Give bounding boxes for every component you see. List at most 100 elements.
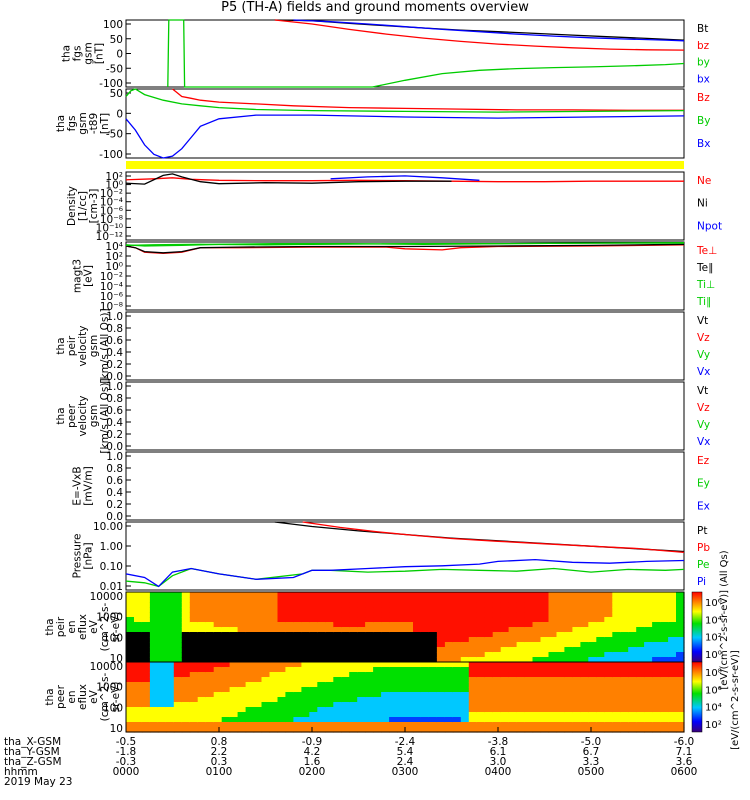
spectrogram-cell: [261, 677, 271, 683]
spectrogram-cell: [173, 622, 183, 628]
spectrogram-cell: [253, 722, 263, 728]
spectrogram-cell: [389, 692, 398, 698]
spectrogram-cell: [460, 692, 470, 698]
spectrogram-cell: [213, 637, 223, 643]
spectrogram-cell: [452, 597, 462, 603]
y-tick-label: 0: [116, 108, 123, 120]
y-axis-label: en: [66, 620, 78, 633]
spectrogram-cell: [221, 717, 231, 723]
spectrogram-cell: [229, 627, 239, 633]
spectrogram-cell: [668, 637, 677, 643]
spectrogram-cell: [381, 622, 390, 628]
spectrogram-cell: [381, 657, 390, 663]
spectrogram-cell: [341, 602, 350, 608]
spectrogram-cell: [620, 632, 629, 638]
spectrogram-cell: [628, 667, 637, 673]
spectrogram-cell: [660, 707, 669, 713]
spectrogram-cell: [668, 607, 677, 613]
spectrogram-cell: [221, 637, 231, 643]
spectrogram-cell: [540, 677, 550, 683]
spectrogram-cell: [444, 622, 454, 628]
spectrogram-cell: [397, 622, 406, 628]
spectrogram-cell: [660, 682, 669, 688]
spectrogram-cell: [596, 662, 605, 668]
spectrogram-cell: [644, 692, 653, 698]
spectrogram-cell: [460, 627, 470, 633]
legend-bz: bz: [697, 40, 710, 52]
spectrogram-cell: [333, 717, 342, 723]
spectrogram-cell: [452, 652, 462, 658]
spectrogram-cell: [428, 677, 438, 683]
spectrogram-cell: [333, 602, 342, 608]
spectrogram-cell: [269, 622, 279, 628]
spectrogram-cell: [269, 647, 279, 653]
spectrogram-cell: [189, 652, 199, 658]
spectrogram-cell: [420, 662, 430, 668]
spectrogram-cell: [636, 722, 645, 728]
spectrogram-cell: [428, 687, 438, 693]
spectrogram-cell: [572, 727, 581, 733]
spectrogram-cell: [134, 687, 143, 693]
spectrogram-cell: [173, 692, 183, 698]
spectrogram-cell: [269, 682, 279, 688]
spectrogram-cell: [126, 667, 135, 673]
spectrogram-cell: [524, 672, 534, 678]
spectrogram-cell: [277, 727, 287, 733]
y-tick-label: 10.00: [93, 521, 123, 533]
spectrogram-cell: [229, 642, 239, 648]
spectrogram-cell: [397, 707, 406, 713]
spectrogram-cell: [261, 597, 271, 603]
spectrogram-cell: [580, 677, 589, 683]
colorbar-tick-label: 10²: [705, 720, 722, 731]
spectrogram-cell: [532, 637, 542, 643]
spectrogram-cell: [237, 652, 247, 658]
x-tick-label: 2.2: [211, 746, 228, 758]
y-axis-label: eflux: [77, 684, 89, 710]
spectrogram-cell: [436, 702, 446, 708]
spectrogram-cell: [420, 707, 430, 713]
x-tick-label: 5.4: [397, 746, 414, 758]
spectrogram-cell: [532, 712, 542, 718]
spectrogram-cell: [134, 622, 143, 628]
spectrogram-cell: [620, 682, 629, 688]
spectrogram-cell: [420, 717, 430, 723]
spectrogram-cell: [349, 602, 358, 608]
spectrogram-cell: [660, 687, 669, 693]
spectrogram-cell: [205, 652, 215, 658]
spectrogram-cell: [253, 627, 263, 633]
spectrogram-cell: [141, 597, 151, 603]
spectrogram-cell: [428, 667, 438, 673]
spectrogram-cell: [189, 592, 199, 598]
spectrogram-cell: [405, 717, 414, 723]
spectrogram-cell: [628, 672, 637, 678]
spectrogram-cell: [134, 712, 143, 718]
spectrogram-cell: [460, 637, 470, 643]
spectrogram-cell: [141, 667, 151, 673]
spectrogram-cell: [508, 627, 518, 633]
spectrogram-cell: [484, 667, 494, 673]
spectrogram-cell: [620, 652, 629, 658]
spectrogram-cell: [644, 647, 653, 653]
spectrogram-cell: [317, 657, 326, 663]
spectrogram-cell: [428, 727, 438, 733]
spectrogram-cell: [452, 612, 462, 618]
spectrogram-cell: [612, 662, 621, 668]
spectrogram-cell: [301, 657, 310, 663]
spectrogram-cell: [460, 682, 470, 688]
spectrogram-cell: [213, 722, 223, 728]
spectrogram-cell: [245, 627, 255, 633]
spectrogram-cell: [644, 627, 653, 633]
spectrogram-cell: [317, 652, 326, 658]
legend-ne: Ne: [697, 175, 711, 187]
spectrogram-cell: [580, 662, 589, 668]
spectrogram-cell: [357, 697, 366, 703]
spectrogram-cell: [556, 632, 566, 638]
spectrogram-cell: [508, 692, 518, 698]
spectrogram-cell: [580, 627, 589, 633]
spectrogram-cell: [540, 642, 550, 648]
spectrogram-cell: [357, 622, 366, 628]
spectrogram-cell: [508, 657, 518, 663]
spectrogram-cell: [389, 617, 398, 623]
spectrogram-cell: [221, 597, 231, 603]
spectrogram-cell: [349, 707, 358, 713]
